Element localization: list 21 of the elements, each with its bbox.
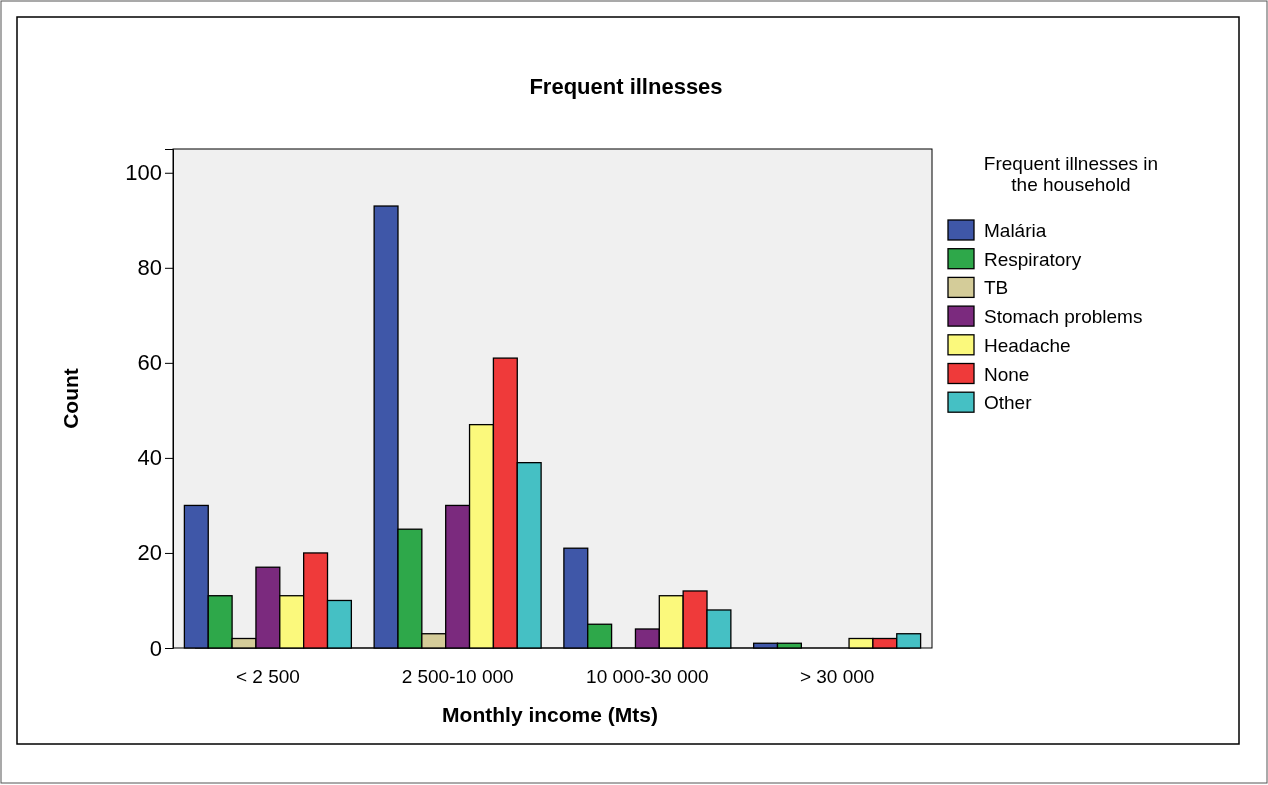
chart-title: Frequent illnesses [529, 74, 723, 99]
y-axis-title: Count [59, 368, 82, 429]
x-tick-label: 10 000-30 000 [586, 666, 709, 688]
y-tick-label: 100 [125, 160, 162, 186]
legend-label: Headache [984, 334, 1071, 356]
x-tick-label: > 30 000 [799, 666, 875, 688]
legend-label: Malária [984, 220, 1047, 241]
x-tick-label: < 2 500 [235, 666, 300, 688]
legend-label: Other [984, 392, 1033, 414]
y-tick-label: 20 [137, 540, 162, 566]
y-tick-label: 40 [137, 445, 162, 471]
legend-title: Frequent illnesses in the household [983, 153, 1159, 195]
y-tick-label: 60 [137, 350, 162, 376]
legend-label: Stomach problems [984, 306, 1143, 328]
y-tick-label: 0 [149, 635, 162, 661]
x-tick-label: 2 500-10 000 [401, 666, 514, 688]
legend-label: None [984, 363, 1030, 385]
legend-label: Respiratory [984, 248, 1082, 270]
x-axis-title: Monthly income (Mts) [442, 703, 658, 726]
y-tick-label: 80 [137, 255, 162, 281]
legend-label: TB [984, 277, 1009, 299]
